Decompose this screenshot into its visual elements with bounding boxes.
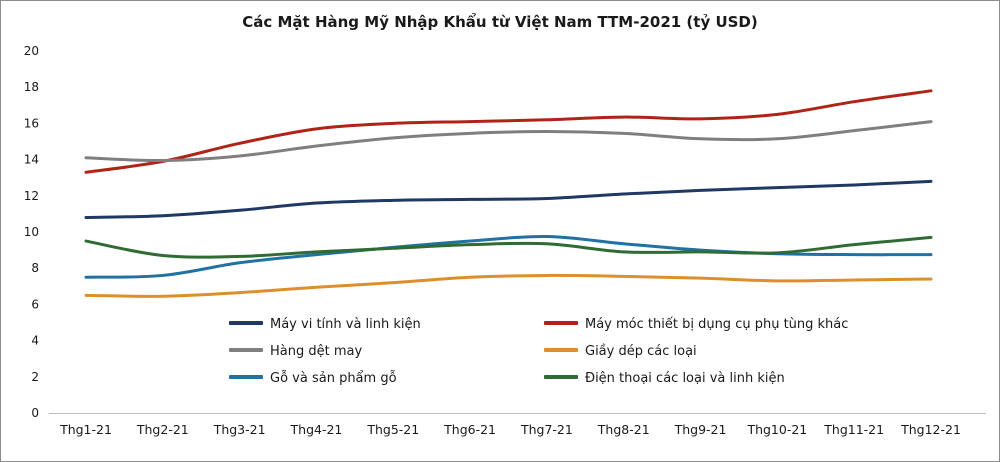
series-line (84, 235, 933, 279)
y-tick-label: 10 (24, 225, 39, 239)
y-tick-label: 16 (24, 116, 39, 130)
series-line (84, 89, 933, 174)
x-tick-label: Thg1-21 (59, 422, 112, 437)
y-tick-label: 12 (24, 189, 39, 203)
x-tick-label: Thg8-21 (597, 422, 650, 437)
x-tick-label: Thg5-21 (366, 422, 419, 437)
legend-item-label: Hàng dệt may (270, 344, 362, 359)
x-tick-label: Thg10-21 (746, 422, 807, 437)
y-tick-label: 6 (31, 297, 39, 311)
x-tick-label: Thg9-21 (674, 422, 727, 437)
series-line (84, 273, 933, 298)
series-line (84, 120, 933, 163)
x-tick-label: Thg3-21 (213, 422, 266, 437)
y-tick-label: 0 (31, 406, 39, 420)
y-tick-label: 4 (31, 334, 39, 348)
y-tick-label: 2 (31, 370, 39, 384)
y-tick-label: 20 (24, 44, 39, 58)
x-tick-label: Thg6-21 (443, 422, 496, 437)
x-tick-label: Thg7-21 (520, 422, 573, 437)
legend-swatch (229, 348, 263, 352)
legend-item-label: Điện thoại các loại và linh kiện (585, 371, 785, 386)
x-tick-label: Thg11-21 (823, 422, 884, 437)
x-tick-label: Thg4-21 (290, 422, 343, 437)
series-line (84, 179, 933, 220)
legend-swatch (229, 375, 263, 379)
y-tick-label: 8 (31, 261, 39, 275)
series-line (84, 235, 933, 259)
legend-item-label: Gỗ và sản phẩm gỗ (270, 371, 397, 386)
legend-item-label: Máy móc thiết bị dụng cụ phụ tùng khác (585, 317, 848, 332)
chart-title: Các Mặt Hàng Mỹ Nhập Khẩu từ Việt Nam TT… (242, 13, 758, 31)
y-tick-label: 14 (24, 153, 39, 167)
legend-swatch (544, 348, 578, 352)
legend-swatch (229, 321, 263, 325)
x-tick-label: Thg12-21 (900, 422, 961, 437)
y-tick-label: 18 (24, 80, 39, 94)
legend-swatch (544, 321, 578, 325)
legend-item-label: Giầy dép các loại (585, 344, 697, 359)
x-tick-label: Thg2-21 (136, 422, 189, 437)
legend-item-label: Máy vi tính và linh kiện (270, 317, 421, 332)
legend-swatch (544, 375, 578, 379)
